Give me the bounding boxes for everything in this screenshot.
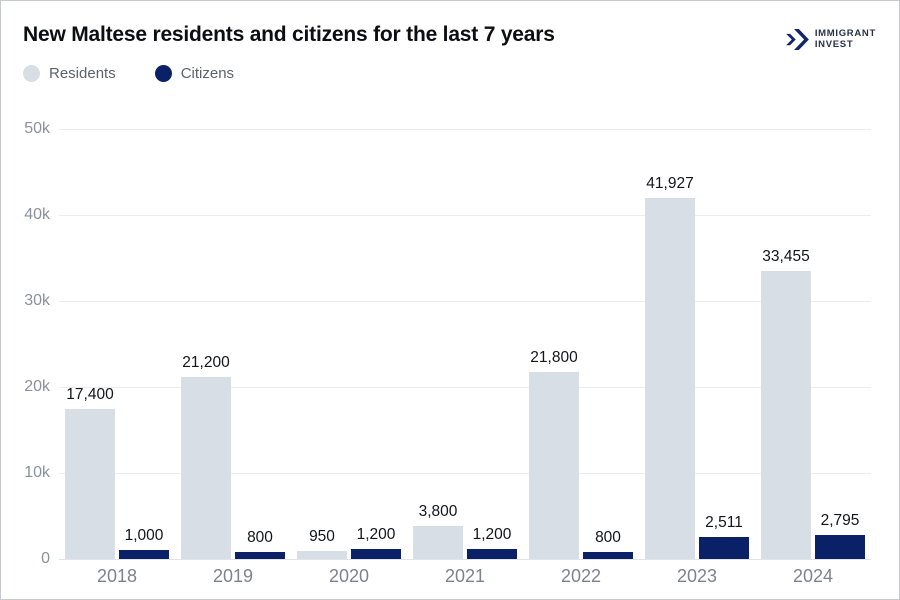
value-label-citizens-2024: 2,795 [820,512,860,529]
value-label-residents-2024: 33,455 [762,248,810,265]
x-axis-label-2023: 2023 [676,566,718,586]
value-label-citizens-2022: 800 [595,529,621,546]
y-axis-tick-30k: 30k [24,292,50,309]
bar-residents-2024 [761,271,811,559]
x-axis-label-2018: 2018 [96,566,138,586]
value-label-residents-2021: 3,800 [418,503,458,520]
y-axis-tick-50k: 50k [24,120,50,137]
bar-residents-2022 [529,372,579,559]
value-label-residents-2023: 41,927 [646,175,694,192]
double-chevron-icon [785,29,809,50]
immigrant-invest-logo: IMMIGRANT INVEST [785,28,876,50]
bar-citizens-2023 [699,537,749,559]
logo-line-1: IMMIGRANT [814,28,876,39]
bar-citizens-2022 [583,552,633,559]
legend-label-citizens: Citizens [180,65,235,82]
legend-item-citizens: Citizens [154,65,235,82]
bar-residents-2018 [65,409,115,559]
bar-citizens-2024 [815,535,865,559]
citizens-legend-dot-icon [154,65,172,82]
value-label-citizens-2018: 1,000 [124,527,164,544]
x-axis-label-2021: 2021 [444,566,486,586]
logo-text: IMMIGRANT INVEST [814,28,876,50]
chart-title: New Maltese residents and citizens for t… [23,23,555,46]
y-axis-tick-0: 0 [41,550,50,567]
logo-line-2: INVEST [814,38,854,50]
bar-residents-2020 [297,551,347,559]
legend-label-residents: Residents [49,65,116,82]
legend-item-residents: Residents [23,65,116,82]
gridline-20k [59,386,871,388]
x-axis-label-2020: 2020 [328,566,370,586]
bar-citizens-2020 [351,549,401,559]
gridline-50k [59,128,871,130]
bar-citizens-2019 [235,552,285,559]
x-axis-label-2024: 2024 [792,566,834,586]
gridline-0 [59,558,871,560]
gridline-40k [59,214,871,216]
gridline-30k [59,300,871,302]
value-label-citizens-2021: 1,200 [472,526,512,543]
bar-residents-2023 [645,198,695,559]
bar-residents-2019 [181,377,231,559]
bar-citizens-2021 [467,549,517,559]
x-axis-label-2022: 2022 [560,566,602,586]
x-axis-label-2019: 2019 [212,566,254,586]
value-label-residents-2022: 21,800 [530,349,578,366]
value-label-citizens-2019: 800 [247,529,273,546]
residents-legend-dot-icon [23,65,40,82]
value-label-residents-2019: 21,200 [182,354,230,371]
legend: Residents Citizens [23,65,234,82]
bar-residents-2021 [413,526,463,559]
y-axis-tick-10k: 10k [24,464,50,481]
bar-citizens-2018 [119,550,169,559]
value-label-citizens-2020: 1,200 [356,526,396,543]
y-axis-tick-20k: 20k [24,378,50,395]
gridline-10k [59,472,871,474]
y-axis-tick-40k: 40k [24,206,50,223]
value-label-residents-2018: 17,400 [66,386,114,403]
value-label-citizens-2023: 2,511 [705,514,743,531]
value-label-residents-2020: 950 [309,528,335,545]
